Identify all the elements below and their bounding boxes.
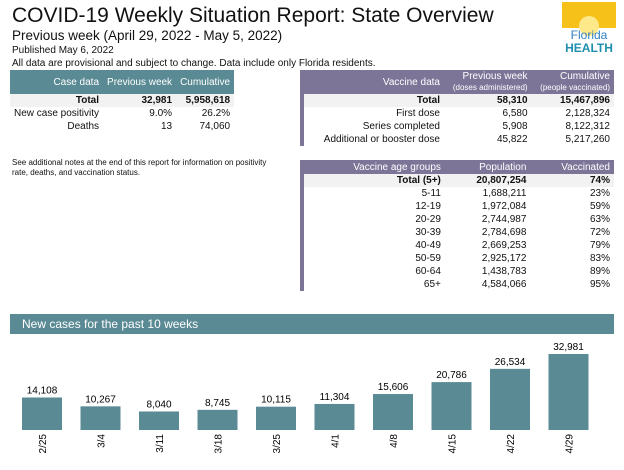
table-row: Total 32,981 5,958,618 [10, 94, 235, 107]
x-tick-label: 4/15 [448, 434, 459, 454]
table-row: Total (5+) 20,807,254 74% [300, 174, 614, 187]
table-row: Series completed 5,908 8,122,312 [300, 120, 614, 133]
table-row: 5-11 1,688,211 23% [300, 187, 614, 200]
data-label: 11,304 [320, 392, 350, 403]
vaccine-age-table: Vaccine age groups Population Vaccinated To… [300, 160, 614, 291]
bar [80, 406, 121, 430]
table-row: 30-39 2,784,698 72% [300, 226, 614, 239]
bar [139, 411, 179, 430]
bar [197, 409, 238, 430]
data-label: 14,108 [27, 385, 58, 396]
case-data-table: Case data Previous week Cumulative Total 32… [10, 70, 235, 133]
bar [548, 354, 589, 430]
bar [22, 397, 62, 430]
data-note: All data are provisional and subject to … [12, 58, 376, 69]
svg-text:Florida: Florida [571, 28, 608, 42]
svg-text:HEALTH: HEALTH [565, 41, 613, 54]
data-label: 8,040 [146, 399, 171, 410]
x-tick-label: 4/1 [331, 434, 342, 448]
x-tick-label: 2/25 [38, 434, 49, 454]
table-row: 65+ 4,584,066 95% [300, 278, 614, 291]
col-header: Previous week [103, 70, 177, 94]
x-tick-label: 3/11 [155, 434, 166, 453]
x-tick-label: 4/8 [389, 434, 400, 448]
x-tick-label: 4/22 [506, 434, 517, 454]
page-title: COVID-19 Weekly Situation Report: State … [12, 4, 494, 27]
x-tick-label: 3/25 [272, 434, 283, 454]
table-row: 12-19 1,972,084 59% [300, 200, 614, 213]
col-header: Cumulative [176, 70, 235, 94]
bar [314, 403, 355, 430]
bar [431, 382, 472, 430]
data-label: 10,267 [85, 394, 116, 405]
data-label: 32,981 [553, 342, 584, 353]
data-label: 20,786 [436, 370, 467, 381]
data-label: 26,534 [495, 357, 526, 368]
table-row: Additional or booster dose 45,822 5,217,26… [300, 133, 614, 146]
chart-title: New cases for the past 10 weeks [10, 314, 614, 334]
col-header: Vaccine data [304, 70, 444, 94]
col-header: Previous week (doses administered) [443, 70, 532, 94]
bar [256, 406, 296, 430]
table-row: Deaths 13 74,060 [67, 121, 231, 132]
data-label: 10,115 [261, 395, 291, 406]
florida-health-logo: Florida HEALTH [562, 2, 616, 54]
x-tick-label: 4/29 [565, 434, 576, 454]
col-header: Cumulative (people vaccinated) [531, 70, 614, 94]
vaccine-data-table: Vaccine data Previous week (doses adminis… [300, 70, 614, 146]
table-row: Total 58,310 15,467,896 [300, 94, 614, 107]
bar [373, 394, 413, 430]
x-tick-label: 3/4 [97, 434, 108, 448]
table-row: 20-29 2,744,987 63% [300, 213, 614, 226]
col-header: Vaccine age groups [304, 160, 445, 174]
data-label: 8,745 [205, 398, 230, 409]
col-header: Case data [10, 70, 104, 94]
col-header: Population [444, 160, 531, 174]
x-tick-label: 3/18 [214, 434, 225, 454]
published-date: Published May 6, 2022 [12, 45, 114, 56]
table-row: 40-49 2,669,253 79% [300, 239, 614, 252]
data-label: 15,606 [378, 382, 409, 393]
new-cases-chart: 14,108 2/25 10,267 3/4 8,040 3/11 8,745 3/18 10,… [22, 342, 589, 454]
table-row: New case positivity 9.0% 26.2% [14, 108, 231, 119]
table-row: First dose 6,580 2,128,324 [300, 107, 614, 120]
table-row: 60-64 1,438,783 89% [300, 265, 614, 278]
additional-notes: See additional notes at the end of this … [12, 158, 267, 177]
page-subtitle: Previous week (April 29, 2022 - May 5, 2… [12, 28, 283, 43]
bar [490, 368, 530, 430]
col-header: Vaccinated [530, 160, 614, 174]
table-row: 50-59 2,925,172 83% [300, 252, 614, 265]
